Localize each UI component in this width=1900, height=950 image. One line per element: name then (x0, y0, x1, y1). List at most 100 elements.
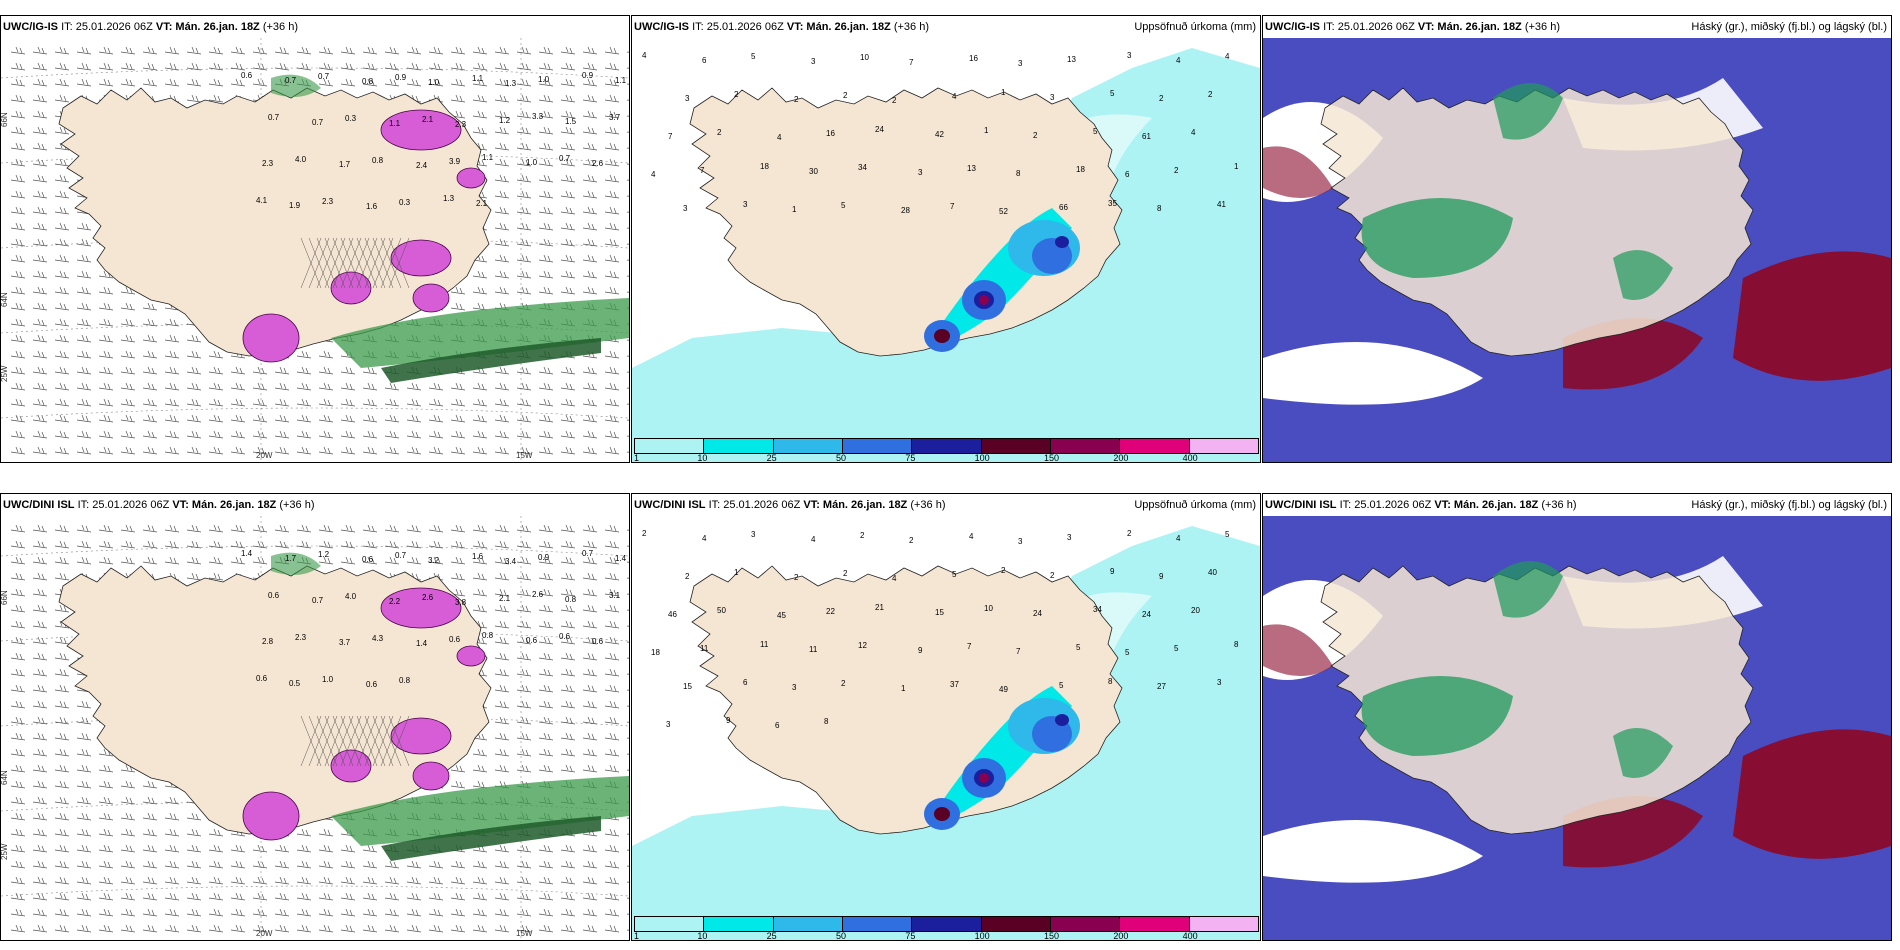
valid-time: VT: Mán. 26.jan. 18Z (1434, 499, 1539, 511)
iceland-landmass (58, 87, 492, 357)
wind-barb (164, 430, 180, 439)
wind-barb (538, 732, 554, 741)
wind-barb (54, 62, 70, 71)
wind-barb (450, 382, 466, 391)
wind-barb (164, 524, 180, 533)
wind-barb (208, 430, 224, 439)
wind-barb (296, 430, 312, 439)
hatch-line (348, 237, 370, 289)
wind-barb (142, 908, 158, 917)
wind-barb (538, 860, 554, 869)
wind-barb (560, 110, 576, 119)
wind-barb (362, 398, 378, 407)
snow-value-label: 0.6 (526, 636, 538, 645)
wind-barb (516, 860, 532, 869)
wind-barb (274, 540, 290, 549)
wind-barb (318, 924, 334, 933)
wind-barb (54, 700, 70, 709)
precip-value-label: 2 (1174, 166, 1179, 175)
wind-barb (516, 748, 532, 757)
wind-barb (560, 892, 576, 901)
wind-barb (208, 524, 224, 533)
wind-barb (560, 700, 576, 709)
snow-area (390, 239, 452, 277)
wind-barb (230, 46, 246, 55)
wind-barb (560, 62, 576, 71)
wind-barb (560, 764, 576, 773)
wind-barb (10, 780, 26, 789)
wind-barb (54, 764, 70, 773)
wind-barb (604, 860, 620, 869)
wind-barb (164, 62, 180, 71)
lon-label: 20W (256, 929, 273, 938)
wind-barb (54, 446, 70, 455)
colorbar-tick-label: 400 (1182, 453, 1198, 463)
precip-value-label: 5 (1125, 648, 1130, 657)
hatch-line (332, 237, 354, 289)
wind-barb (538, 190, 554, 199)
wind-barb (164, 844, 180, 853)
wind-barb (32, 398, 48, 407)
wind-barb (604, 94, 620, 103)
snow-value-label: 0.8 (482, 631, 494, 640)
wind-barb (538, 222, 554, 231)
wind-barb (274, 860, 290, 869)
precip-max (979, 295, 989, 305)
colorbar-swatch (980, 438, 1051, 454)
wind-barb (10, 190, 26, 199)
wind-barb (538, 142, 554, 151)
wind-barb (538, 110, 554, 119)
lat-label: 64N (1, 770, 9, 785)
wind-barb (76, 828, 92, 837)
wind-barb (10, 764, 26, 773)
precip-value-label: 9 (726, 716, 731, 725)
wind-barb (32, 604, 48, 613)
snow-value-label: 1.1 (389, 119, 401, 128)
wind-barb (516, 110, 532, 119)
wind-barb (340, 78, 356, 87)
precip-value-label: 9 (1110, 567, 1115, 576)
precip-area-dark (1055, 236, 1069, 248)
snow-value-label: 4.0 (345, 592, 357, 601)
snow-value-label: 1.3 (443, 194, 455, 203)
wind-barb (494, 524, 510, 533)
colorbar-tick-label: 400 (1182, 931, 1198, 941)
colorbar-swatch (703, 916, 774, 932)
wind-barb (560, 94, 576, 103)
wind-barb (54, 876, 70, 885)
wind-barb (582, 588, 598, 597)
wind-barb (604, 636, 620, 645)
wind-barb (604, 126, 620, 135)
wind-barb (274, 524, 290, 533)
wind-barb (516, 764, 532, 773)
wind-barb (472, 524, 488, 533)
precip-value-label: 1 (792, 205, 797, 214)
wind-barb (472, 572, 488, 581)
snow-value-label: 2.3 (322, 197, 334, 206)
wind-barb (340, 62, 356, 71)
valid-time: VT: Mán. 26.jan. 18Z (786, 21, 891, 33)
snow-value-label: 3.8 (455, 598, 467, 607)
wind-barb (450, 556, 466, 565)
field-title: Háský (gr.), miðský (fj.bl.) og lágský (… (1691, 21, 1887, 33)
wind-barb (98, 318, 114, 327)
wind-barb (54, 684, 70, 693)
precip-value-label: 15 (683, 682, 692, 691)
snow-value-label: 2.6 (532, 590, 544, 599)
mid-cloud-area (1361, 198, 1513, 278)
wind-barb (186, 94, 202, 103)
wind-barb (208, 828, 224, 837)
wind-barb (494, 270, 510, 279)
wind-barb (516, 604, 532, 613)
wind-barb (208, 876, 224, 885)
precip-value-label: 5 (841, 201, 846, 210)
wind-barb (10, 844, 26, 853)
wind-barb (538, 158, 554, 167)
wind-barb (32, 110, 48, 119)
wind-barb (164, 828, 180, 837)
wind-barb (98, 924, 114, 933)
valid-time: VT: Mán. 26.jan. 18Z (803, 499, 908, 511)
colorbar-tick-label: 200 (1113, 453, 1129, 463)
wind-barb (32, 540, 48, 549)
wind-barb (340, 540, 356, 549)
